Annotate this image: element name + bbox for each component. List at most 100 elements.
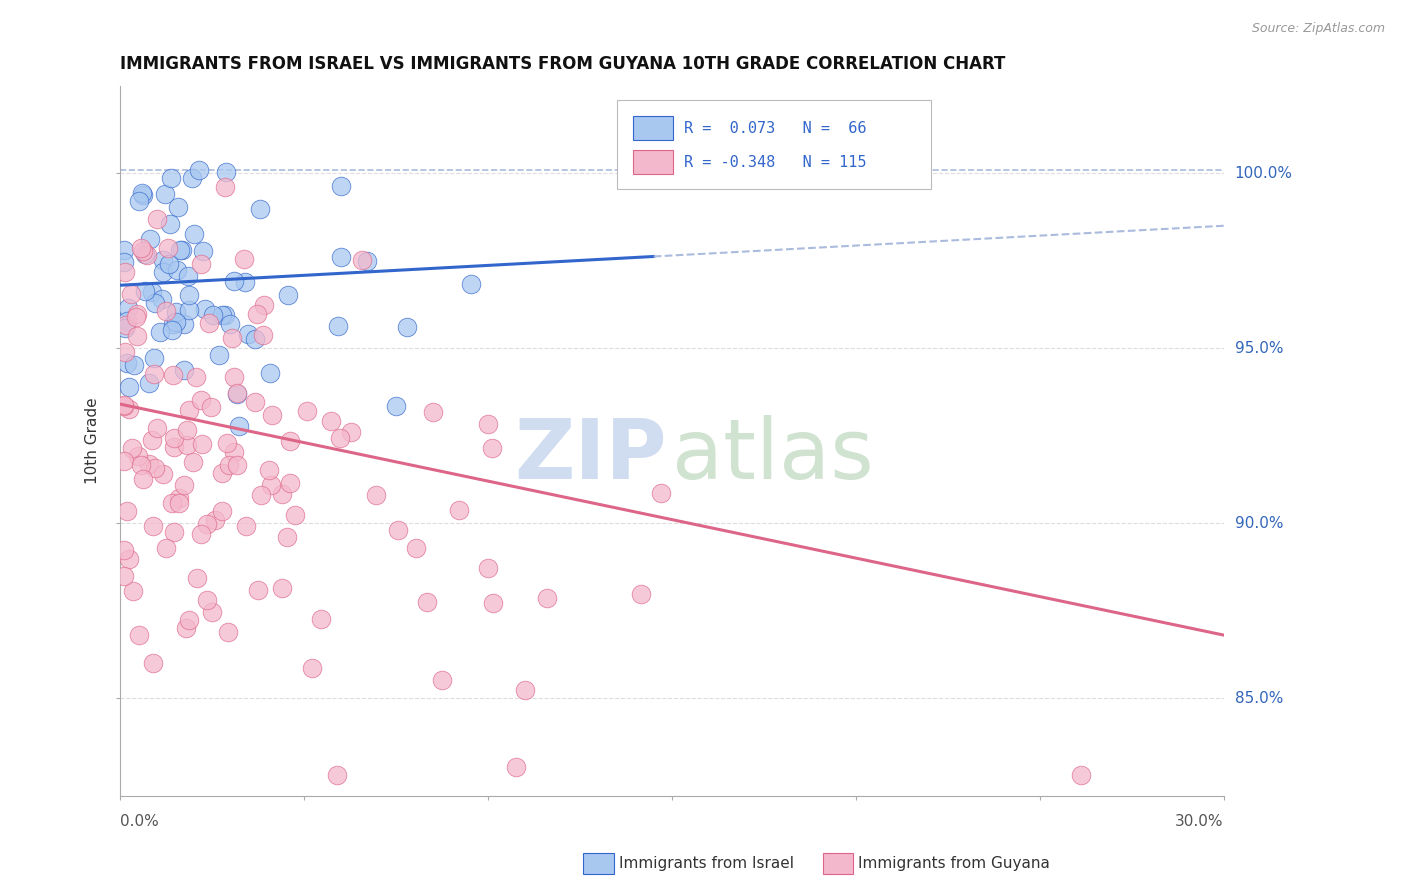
Point: [515, 682, 537, 697]
Point: [195, 592, 218, 607]
Point: [259, 463, 281, 477]
Point: [356, 254, 378, 268]
Point: [364, 488, 387, 502]
Point: [122, 358, 145, 372]
Point: [198, 316, 221, 330]
Point: [243, 332, 266, 346]
Point: [143, 461, 166, 475]
Point: [180, 170, 202, 185]
Text: IMMIGRANTS FROM ISRAEL VS IMMIGRANTS FROM GUYANA 10TH GRADE CORRELATION CHART: IMMIGRANTS FROM ISRAEL VS IMMIGRANTS FRO…: [121, 55, 1005, 73]
Point: [214, 308, 236, 322]
Point: [405, 541, 427, 555]
Point: [233, 275, 256, 289]
Point: [284, 508, 307, 522]
Point: [165, 314, 187, 328]
Point: [129, 458, 152, 472]
Point: [114, 321, 136, 335]
Text: R =  0.073   N =  66: R = 0.073 N = 66: [685, 120, 866, 136]
FancyBboxPatch shape: [634, 116, 673, 140]
Point: [482, 596, 505, 610]
Point: [218, 458, 240, 472]
Point: [146, 421, 169, 435]
Point: [309, 612, 332, 626]
Point: [252, 327, 274, 342]
Point: [163, 524, 186, 539]
Point: [352, 253, 374, 268]
Point: [177, 613, 200, 627]
Point: [447, 503, 470, 517]
Point: [131, 472, 153, 486]
Point: [121, 441, 143, 455]
Point: [183, 227, 205, 241]
Point: [177, 288, 200, 302]
Point: [138, 376, 160, 390]
Text: Immigrants from Guyana: Immigrants from Guyana: [858, 856, 1049, 871]
Point: [385, 400, 408, 414]
Point: [162, 368, 184, 382]
Point: [142, 656, 165, 670]
Point: [226, 386, 249, 401]
Point: [191, 244, 214, 259]
Point: [187, 162, 209, 177]
Point: [195, 517, 218, 532]
Point: [114, 265, 136, 279]
Point: [152, 467, 174, 482]
Point: [162, 317, 184, 331]
Point: [191, 436, 214, 450]
Point: [127, 449, 149, 463]
Point: [177, 303, 200, 318]
Point: [155, 304, 177, 318]
Point: [243, 394, 266, 409]
Point: [259, 477, 281, 491]
Point: [176, 423, 198, 437]
Point: [319, 414, 342, 428]
Point: [152, 253, 174, 268]
Point: [141, 433, 163, 447]
Point: [1070, 768, 1092, 782]
Point: [112, 254, 135, 268]
Point: [118, 380, 141, 394]
Point: [278, 475, 301, 490]
Point: [131, 188, 153, 202]
Point: [117, 301, 139, 315]
Point: [204, 514, 226, 528]
Point: [173, 363, 195, 377]
Point: [173, 478, 195, 492]
Point: [233, 252, 256, 267]
Point: [328, 319, 350, 334]
Point: [326, 768, 349, 782]
Point: [146, 211, 169, 226]
Point: [226, 387, 249, 401]
Text: 85.0%: 85.0%: [1234, 690, 1284, 706]
Point: [153, 186, 176, 201]
Point: [163, 431, 186, 445]
Point: [221, 331, 243, 345]
Point: [150, 293, 173, 307]
Point: [163, 440, 186, 454]
FancyBboxPatch shape: [634, 150, 673, 175]
Point: [219, 317, 242, 331]
Point: [260, 409, 283, 423]
Point: [112, 543, 135, 558]
Point: [156, 241, 179, 255]
Point: [114, 345, 136, 359]
Point: [201, 605, 224, 619]
Point: [120, 287, 142, 301]
Point: [112, 454, 135, 468]
Point: [166, 263, 188, 277]
Point: [236, 326, 259, 341]
Point: [536, 591, 558, 605]
Point: [278, 434, 301, 448]
Point: [149, 325, 172, 339]
Point: [128, 194, 150, 208]
Point: [190, 526, 212, 541]
Point: [222, 369, 245, 384]
Point: [142, 368, 165, 382]
Point: [200, 400, 222, 414]
Point: [387, 523, 409, 537]
Point: [228, 419, 250, 434]
Point: [190, 393, 212, 408]
Point: [330, 178, 353, 193]
Point: [460, 277, 482, 291]
Point: [186, 370, 208, 384]
